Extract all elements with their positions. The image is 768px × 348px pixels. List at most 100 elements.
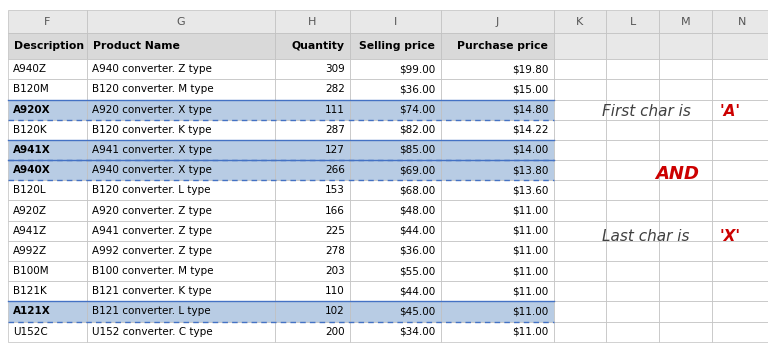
Text: B120 converter. L type: B120 converter. L type bbox=[92, 185, 210, 195]
Text: Last char is: Last char is bbox=[602, 229, 695, 244]
Text: $82.00: $82.00 bbox=[399, 125, 435, 135]
Text: Purchase price: Purchase price bbox=[457, 41, 548, 51]
Text: $11.00: $11.00 bbox=[512, 307, 548, 316]
Text: I: I bbox=[394, 17, 397, 27]
Bar bbox=[554, 200, 606, 221]
Text: B120L: B120L bbox=[13, 185, 45, 195]
Bar bbox=[441, 301, 554, 322]
Text: A940 converter. X type: A940 converter. X type bbox=[92, 165, 212, 175]
Bar bbox=[712, 281, 768, 301]
Text: $14.22: $14.22 bbox=[511, 125, 548, 135]
Bar bbox=[87, 59, 275, 79]
Bar bbox=[606, 120, 659, 140]
Bar bbox=[8, 221, 87, 241]
Text: B100M: B100M bbox=[13, 266, 48, 276]
Bar bbox=[554, 180, 606, 200]
Bar bbox=[350, 120, 441, 140]
Text: $14.80: $14.80 bbox=[512, 105, 548, 114]
Bar bbox=[441, 120, 554, 140]
Bar bbox=[554, 322, 606, 342]
Text: M: M bbox=[680, 17, 690, 27]
Bar bbox=[350, 301, 441, 322]
Bar bbox=[712, 160, 768, 180]
Bar bbox=[659, 322, 712, 342]
Bar bbox=[8, 79, 87, 100]
Bar bbox=[87, 281, 275, 301]
Bar bbox=[554, 160, 606, 180]
Text: 266: 266 bbox=[325, 165, 345, 175]
Text: 287: 287 bbox=[325, 125, 345, 135]
Bar bbox=[441, 140, 554, 160]
Bar bbox=[350, 200, 441, 221]
Bar bbox=[275, 301, 350, 322]
Bar bbox=[275, 281, 350, 301]
Bar bbox=[350, 221, 441, 241]
Bar bbox=[606, 140, 659, 160]
Bar bbox=[441, 241, 554, 261]
Bar bbox=[8, 301, 87, 322]
Bar bbox=[275, 261, 350, 281]
Bar bbox=[606, 180, 659, 200]
Bar bbox=[87, 10, 275, 33]
Text: A121X: A121X bbox=[13, 307, 51, 316]
Bar bbox=[712, 33, 768, 59]
Text: $55.00: $55.00 bbox=[399, 266, 435, 276]
Bar bbox=[554, 221, 606, 241]
Bar bbox=[554, 301, 606, 322]
Bar bbox=[441, 200, 554, 221]
Bar bbox=[606, 79, 659, 100]
Bar bbox=[350, 140, 441, 160]
Text: H: H bbox=[309, 17, 316, 27]
Text: $11.00: $11.00 bbox=[512, 266, 548, 276]
Bar bbox=[712, 301, 768, 322]
Text: F: F bbox=[44, 17, 50, 27]
Text: A992Z: A992Z bbox=[13, 246, 47, 256]
Bar bbox=[659, 10, 712, 33]
Bar bbox=[712, 10, 768, 33]
Bar bbox=[87, 241, 275, 261]
Text: $85.00: $85.00 bbox=[399, 145, 435, 155]
Bar bbox=[554, 59, 606, 79]
Bar bbox=[275, 221, 350, 241]
Text: 'A': 'A' bbox=[719, 104, 740, 119]
Bar bbox=[712, 100, 768, 120]
Text: AND: AND bbox=[655, 165, 699, 183]
Text: $44.00: $44.00 bbox=[399, 226, 435, 236]
Bar bbox=[8, 10, 87, 33]
Text: $48.00: $48.00 bbox=[399, 206, 435, 215]
Text: B121 converter. K type: B121 converter. K type bbox=[92, 286, 211, 296]
Text: $74.00: $74.00 bbox=[399, 105, 435, 114]
Text: U152 converter. C type: U152 converter. C type bbox=[92, 327, 213, 337]
Text: $13.80: $13.80 bbox=[512, 165, 548, 175]
Bar bbox=[659, 59, 712, 79]
Bar bbox=[554, 120, 606, 140]
Text: A992 converter. Z type: A992 converter. Z type bbox=[92, 246, 212, 256]
Bar bbox=[87, 261, 275, 281]
Text: $44.00: $44.00 bbox=[399, 286, 435, 296]
Bar bbox=[712, 180, 768, 200]
Text: 110: 110 bbox=[325, 286, 345, 296]
Bar bbox=[87, 160, 275, 180]
Bar bbox=[87, 301, 275, 322]
Text: A920Z: A920Z bbox=[13, 206, 47, 215]
Bar bbox=[712, 59, 768, 79]
Text: G: G bbox=[177, 17, 185, 27]
Bar bbox=[712, 120, 768, 140]
Bar bbox=[441, 160, 554, 180]
Bar bbox=[712, 322, 768, 342]
Text: Quantity: Quantity bbox=[291, 41, 344, 51]
Text: $14.00: $14.00 bbox=[512, 145, 548, 155]
Bar bbox=[8, 281, 87, 301]
Bar bbox=[659, 79, 712, 100]
Text: $11.00: $11.00 bbox=[512, 286, 548, 296]
Bar bbox=[441, 180, 554, 200]
Text: U152C: U152C bbox=[13, 327, 48, 337]
Text: $69.00: $69.00 bbox=[399, 165, 435, 175]
Text: A940Z: A940Z bbox=[13, 64, 47, 74]
Bar bbox=[659, 120, 712, 140]
Text: $11.00: $11.00 bbox=[512, 206, 548, 215]
Bar bbox=[659, 100, 712, 120]
Bar bbox=[275, 322, 350, 342]
Bar bbox=[441, 10, 554, 33]
Bar bbox=[350, 180, 441, 200]
